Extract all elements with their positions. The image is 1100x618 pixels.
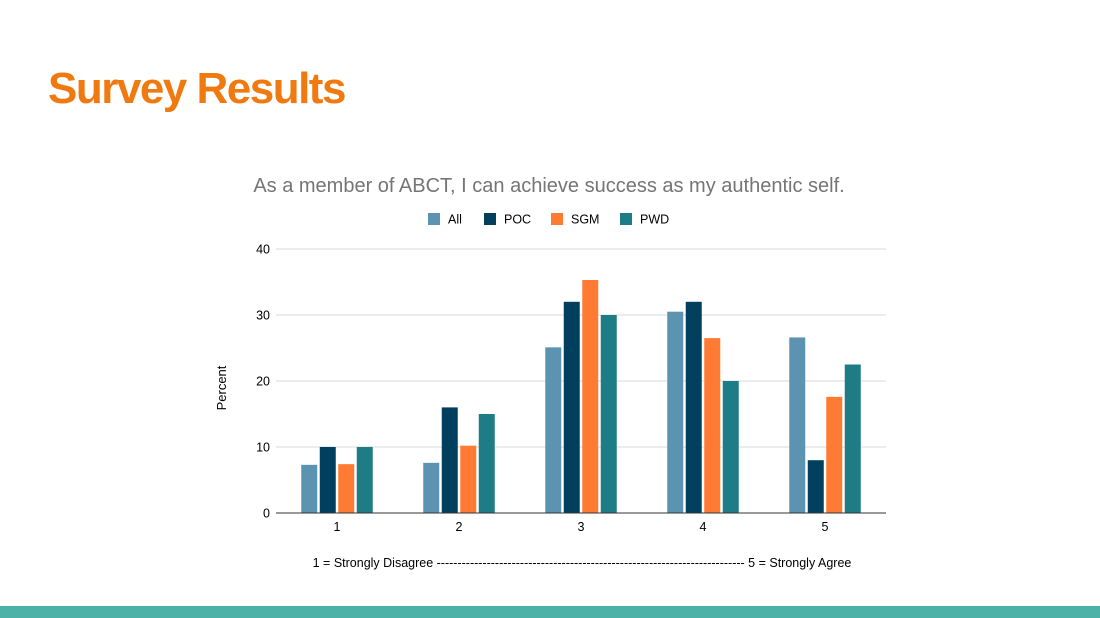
footer-accent-bar <box>0 606 1100 618</box>
bar-pwd-1 <box>356 447 373 513</box>
bar-pwd-2 <box>478 414 495 513</box>
bar-all-1 <box>301 464 318 513</box>
bar-poc-5 <box>807 460 824 513</box>
bar-pwd-3 <box>600 315 617 513</box>
legend-swatch-all <box>428 213 440 225</box>
bar-sgm-5 <box>826 396 843 513</box>
legend-swatch-poc <box>484 213 496 225</box>
y-tick-label: 10 <box>256 441 270 455</box>
bar-all-2 <box>423 462 440 513</box>
bar-sgm-4 <box>704 338 721 513</box>
bar-sgm-1 <box>338 464 355 513</box>
bar-sgm-2 <box>460 445 477 513</box>
x-tick-label: 2 <box>456 520 463 534</box>
legend-swatch-sgm <box>551 213 563 225</box>
y-axis-label: Percent <box>214 365 229 410</box>
bar-poc-3 <box>563 301 580 513</box>
slide-title: Survey Results <box>48 64 346 113</box>
scale-note: 1 = Strongly Disagree ------------------… <box>313 556 852 570</box>
chart-legend: All POC SGM PWD <box>428 213 669 227</box>
legend-label-poc: POC <box>504 213 531 227</box>
bar-pwd-5 <box>844 364 861 513</box>
legend-label-pwd: PWD <box>640 213 669 227</box>
chart-bars <box>301 280 861 513</box>
bar-all-3 <box>545 347 562 513</box>
legend-label-all: All <box>448 213 462 227</box>
y-tick-label: 40 <box>256 243 270 257</box>
bar-sgm-3 <box>582 280 599 513</box>
x-tick-label: 1 <box>334 520 341 534</box>
x-tick-label: 5 <box>822 520 829 534</box>
y-tick-label: 20 <box>256 375 270 389</box>
x-tick-label: 4 <box>700 520 707 534</box>
bar-poc-2 <box>441 407 458 513</box>
bar-all-5 <box>789 337 806 513</box>
legend-label-sgm: SGM <box>571 213 599 227</box>
bar-pwd-4 <box>722 381 739 513</box>
x-axis-ticks: 1 2 3 4 5 <box>334 520 829 534</box>
chart-title: As a member of ABCT, I can achieve succe… <box>253 175 844 197</box>
chart-gridlines <box>276 248 886 448</box>
bar-all-4 <box>667 311 684 513</box>
bar-poc-1 <box>319 447 336 513</box>
bar-chart: As a member of ABCT, I can achieve succe… <box>214 175 886 570</box>
x-tick-label: 3 <box>578 520 585 534</box>
legend-swatch-pwd <box>620 213 632 225</box>
bar-poc-4 <box>685 301 702 513</box>
y-tick-label: 0 <box>263 507 270 521</box>
y-tick-label: 30 <box>256 309 270 323</box>
y-axis-ticks: 0 10 20 30 40 <box>256 243 270 521</box>
